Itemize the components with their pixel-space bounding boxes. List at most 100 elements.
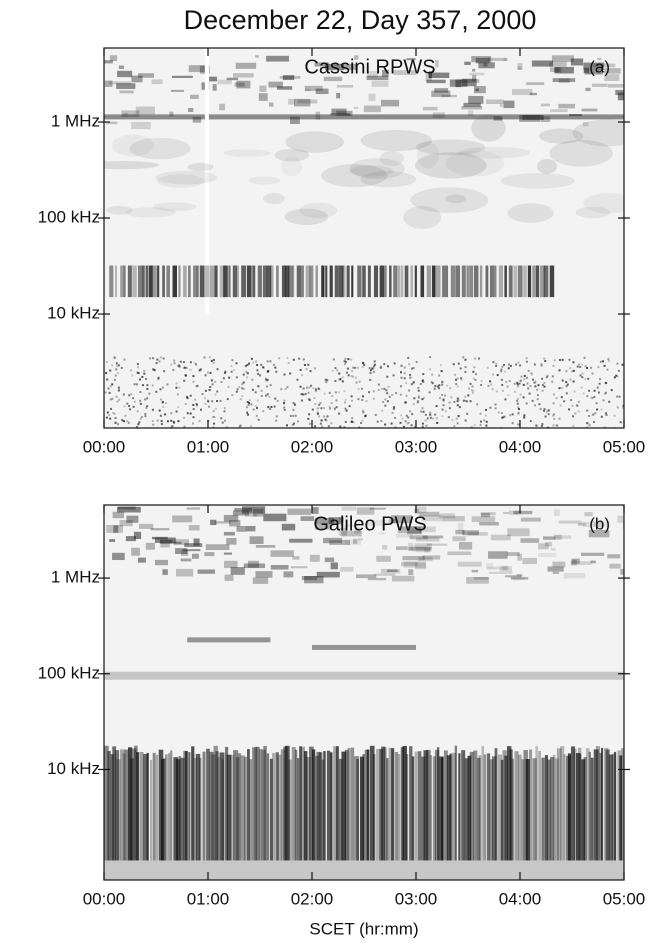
texture — [538, 403, 541, 406]
texture — [607, 84, 624, 88]
texture — [239, 398, 242, 401]
texture — [323, 415, 326, 418]
texture — [402, 526, 410, 531]
texture — [551, 380, 554, 383]
texture — [431, 417, 434, 420]
texture — [431, 373, 434, 376]
texture — [600, 408, 603, 411]
texture — [292, 414, 295, 417]
texture — [516, 573, 523, 577]
texture — [476, 757, 481, 861]
texture — [422, 373, 425, 376]
texture — [109, 385, 112, 388]
texture — [158, 749, 164, 861]
texture — [362, 753, 365, 861]
texture — [286, 357, 289, 360]
texture — [212, 426, 215, 428]
texture — [517, 406, 520, 409]
texture — [152, 202, 197, 212]
texture — [294, 749, 298, 861]
texture — [246, 372, 249, 375]
texture — [343, 426, 346, 428]
texture — [318, 752, 323, 861]
texture — [156, 419, 159, 422]
texture — [412, 381, 415, 384]
texture — [110, 754, 114, 861]
texture — [350, 747, 355, 861]
texture — [199, 65, 210, 74]
texture — [311, 408, 314, 411]
texture — [586, 395, 589, 398]
texture — [456, 385, 459, 388]
x-tick-label: 03:00 — [395, 437, 438, 456]
texture — [290, 566, 308, 569]
texture — [441, 382, 444, 385]
texture — [318, 415, 321, 418]
texture — [157, 376, 160, 379]
spectrogram — [104, 48, 624, 428]
texture — [104, 671, 624, 680]
texture — [264, 394, 267, 397]
y-tick-label: 10 kHz — [47, 759, 100, 778]
texture — [438, 384, 441, 387]
texture — [520, 375, 523, 378]
texture — [309, 554, 320, 562]
texture — [277, 754, 282, 861]
texture — [281, 156, 303, 177]
texture — [104, 60, 113, 64]
texture — [426, 265, 432, 298]
texture — [570, 58, 584, 66]
texture — [114, 750, 120, 861]
texture — [583, 193, 624, 214]
texture — [175, 382, 178, 385]
texture — [418, 556, 433, 562]
texture — [307, 417, 310, 420]
texture — [455, 417, 458, 420]
texture — [154, 537, 176, 543]
texture — [613, 751, 617, 861]
texture — [109, 398, 112, 401]
texture — [480, 383, 483, 386]
texture — [429, 368, 432, 371]
texture — [516, 399, 519, 402]
texture — [385, 389, 388, 392]
texture — [448, 407, 451, 410]
texture — [219, 265, 225, 298]
texture — [269, 102, 274, 107]
texture — [579, 366, 582, 369]
texture — [543, 385, 546, 388]
texture — [480, 380, 483, 383]
texture — [425, 424, 428, 427]
texture — [415, 152, 487, 179]
texture — [276, 86, 293, 90]
texture — [326, 750, 331, 861]
texture — [155, 754, 159, 861]
texture — [284, 208, 329, 226]
texture — [111, 364, 114, 367]
texture — [400, 364, 403, 367]
texture — [351, 417, 354, 420]
texture — [417, 386, 420, 389]
texture — [411, 756, 415, 861]
texture — [508, 380, 511, 383]
texture — [335, 406, 338, 409]
texture — [591, 413, 594, 416]
texture — [419, 526, 436, 533]
texture — [414, 543, 432, 549]
texture — [289, 538, 313, 543]
texture — [365, 400, 368, 403]
texture — [266, 753, 270, 861]
texture — [326, 415, 329, 418]
texture — [593, 63, 616, 68]
texture — [110, 55, 118, 62]
texture — [539, 265, 545, 298]
texture — [344, 407, 347, 410]
texture — [383, 265, 387, 298]
texture — [115, 395, 118, 398]
texture — [272, 752, 276, 861]
texture — [543, 265, 549, 298]
texture — [422, 535, 444, 539]
texture — [483, 63, 488, 67]
spectrogram-image — [104, 505, 624, 880]
texture — [110, 407, 113, 410]
